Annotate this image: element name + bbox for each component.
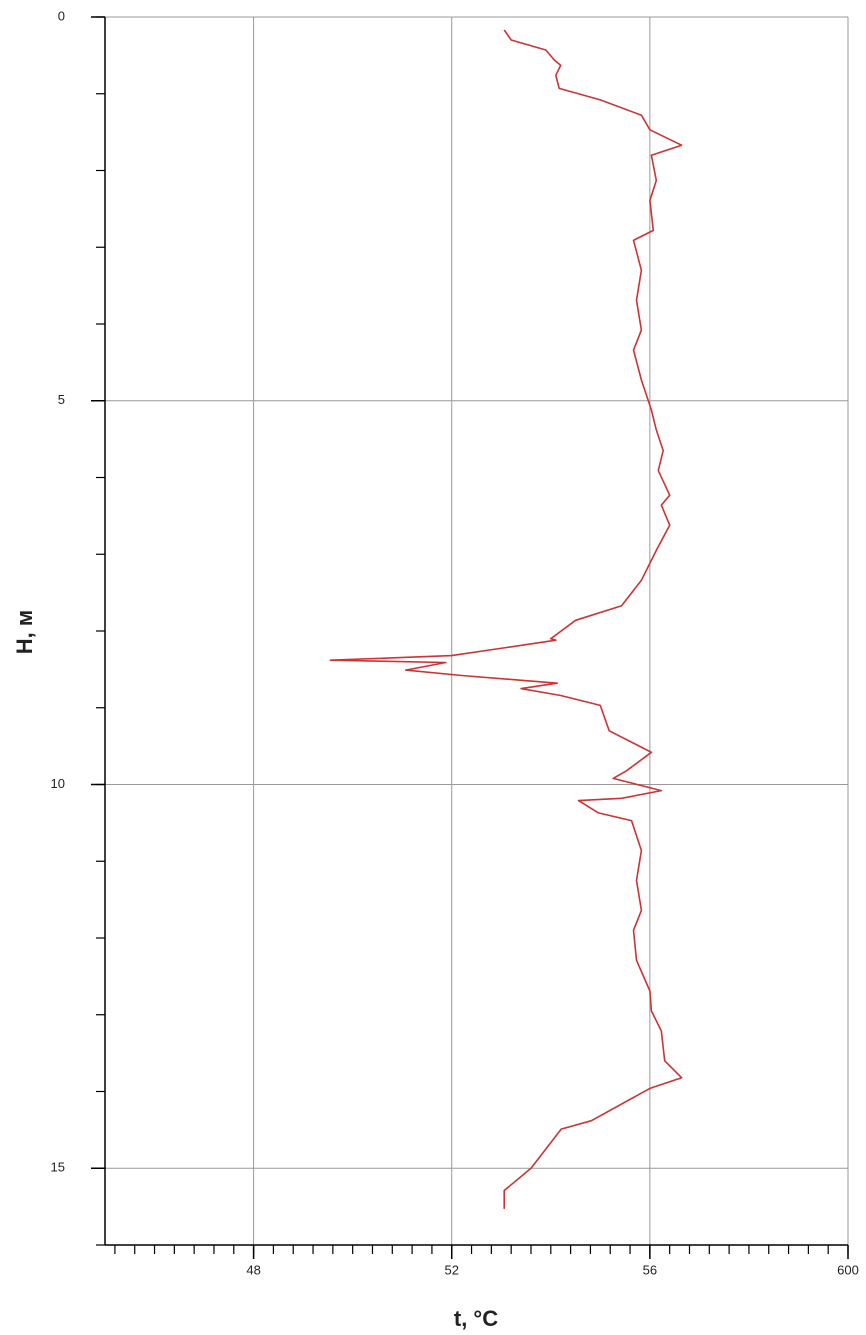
y-tick-label: 0 (58, 8, 65, 23)
profile-line (329, 29, 683, 1209)
y-tick-label: 5 (58, 392, 65, 407)
y-axis-label: H, м (12, 610, 37, 654)
y-tick-label: 15 (51, 1160, 65, 1175)
x-axis-label: t, °C (454, 1306, 498, 1331)
x-tick-label: 600 (837, 1262, 859, 1277)
y-tick-label: 10 (51, 776, 65, 791)
x-tick-label: 48 (246, 1262, 260, 1277)
x-tick-label: 56 (643, 1262, 657, 1277)
x-tick-label: 52 (444, 1262, 458, 1277)
